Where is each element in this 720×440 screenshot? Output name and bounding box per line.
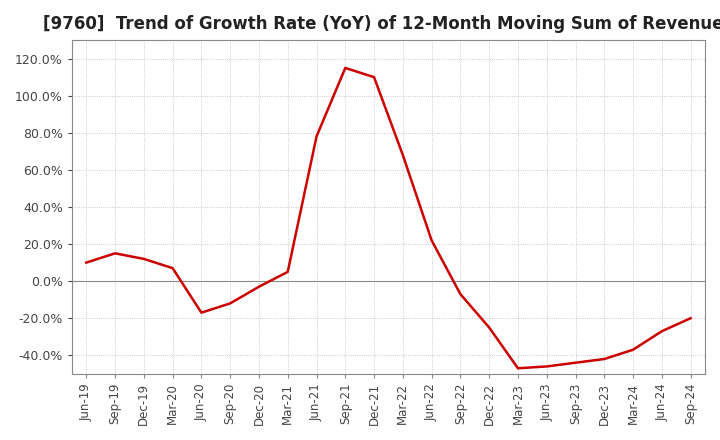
Title: [9760]  Trend of Growth Rate (YoY) of 12-Month Moving Sum of Revenues: [9760] Trend of Growth Rate (YoY) of 12-…	[43, 15, 720, 33]
